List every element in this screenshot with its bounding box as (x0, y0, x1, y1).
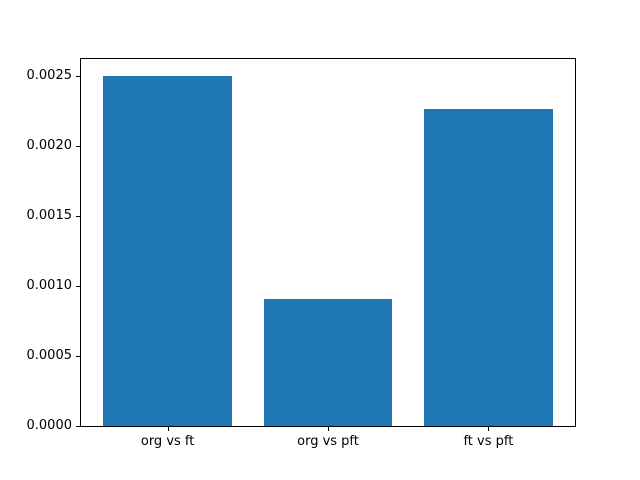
x-tick-label: ft vs pft (463, 434, 514, 449)
y-tick-label: 0.0005 (26, 348, 73, 364)
y-tick-mark (76, 425, 80, 427)
y-tick-mark (76, 75, 80, 77)
y-tick-label: 0.0010 (26, 278, 73, 294)
y-tick-label: 0.0000 (26, 418, 73, 433)
y-tick-mark (76, 355, 80, 357)
x-tick-mark (488, 427, 490, 431)
x-tick-label: org vs pft (297, 434, 359, 449)
y-tick-label: 0.0025 (26, 68, 73, 84)
y-tick-label: 0.0015 (26, 208, 73, 224)
x-tick-mark (328, 427, 329, 431)
x-tick-label: org vs ft (140, 434, 195, 449)
y-tick-mark (76, 215, 80, 217)
bar-org-vs-ft (103, 76, 232, 426)
plot-area: org vs ft org vs pft ft vs pft 0.0000 0.0005… (27, 58, 576, 449)
y-tick-mark (76, 285, 80, 287)
bar-org-vs-pft (263, 298, 393, 426)
y-tick-label: 0.0020 (26, 138, 73, 154)
bar-ft-vs-pft (424, 108, 553, 426)
y-tick-mark (76, 145, 80, 147)
x-tick-mark (167, 427, 169, 431)
